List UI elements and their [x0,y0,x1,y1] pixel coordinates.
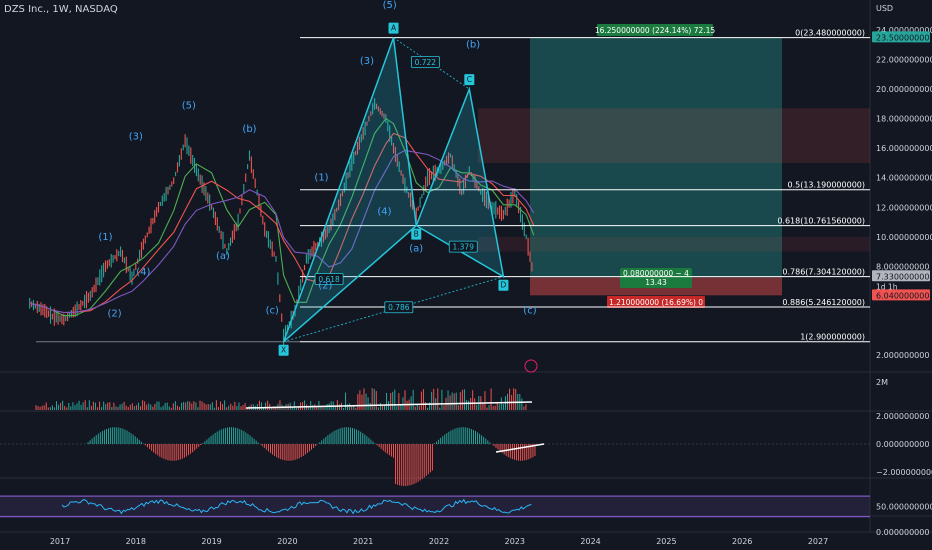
profit-label-box [597,24,713,36]
pattern-ratio-label: 0.722 [415,58,437,67]
position-mid-line2: 13.43 [645,278,667,287]
rsi-band [0,496,870,517]
price-tick: 10.000000000 [876,233,932,242]
price-tick: 14.000000000 [876,174,932,183]
profit-zone[interactable] [530,37,782,278]
fib-level-label: 0.786(7.304120000) [782,268,865,277]
lightning-icon[interactable] [524,359,538,373]
wave-label: (3) [129,131,143,142]
pattern-point-label: C [467,75,472,84]
price-tick: 2.000000000 [876,351,929,360]
wave-label: (1) [314,173,328,184]
price-badge-label: 23.500000000 [876,33,932,42]
time-tick: 2020 [277,537,297,546]
macd-tick: 2.000000000 [876,412,929,421]
price-tick: 16.000000000 [876,144,932,153]
time-tick: 2022 [429,537,449,546]
time-tick: 2018 [126,537,146,546]
price-badge [872,31,930,43]
wave-label: (1) [98,232,112,243]
pattern-point-label: A [391,24,397,33]
macd-tick: 0.000000000 [876,440,929,449]
price-badge-label: 6.040000000 [876,291,929,300]
resistance-zone [478,108,870,163]
position-mid-box [620,268,692,288]
price-tick: 8.000000000 [876,262,929,271]
wave-label: (5) [182,100,196,111]
wave-label: (b) [242,124,256,135]
wave-label: (a) [409,244,423,255]
pattern-ratio-label: 0.618 [318,275,340,284]
fib-level-label: 1(2.900000000) [800,333,865,342]
rsi-tick: 0.000000000 [876,528,929,537]
price-tick: 22.000000000 [876,56,932,65]
fib-level-label: 0(23.480000000) [795,29,865,38]
fib-level-label: 0.5(13.190000000) [788,181,866,190]
currency-label: USD [876,4,894,13]
pattern-ratio-box [448,240,478,253]
pattern-bd [416,225,504,278]
wave-label: (a) [216,251,230,262]
pattern-point-x[interactable] [278,344,289,356]
macd-trendline[interactable] [495,443,545,453]
wave-label: (2) [318,281,332,292]
time-tick: 2024 [580,537,600,546]
pattern-point-c[interactable] [464,74,475,86]
price-tick: 20.000000000 [876,85,932,94]
wave-label: (b) [466,40,480,51]
wave-label: (3) [360,56,374,67]
pattern-xab[interactable] [282,37,418,343]
price-tick: 18.000000000 [876,115,932,124]
pattern-ratio-box [384,301,414,314]
volume-axis-label: 2M [876,378,888,387]
time-tick: 2027 [808,537,828,546]
loss-label-box [607,296,705,308]
price-badge-sub: 1d 1h [876,282,898,291]
wave-label: (4) [136,267,150,278]
pattern-ratio-label: 1.379 [453,243,475,252]
loss-label: 1.210000000 (16.69%) 0 [609,298,703,307]
wave-label: (5) [383,0,397,11]
support-zone [478,236,870,252]
pattern-ratio-box [410,56,440,68]
pattern-point-d[interactable] [498,279,509,291]
time-tick: 2019 [201,537,221,546]
fib-level-label: 0.618(10.761560000) [777,217,865,226]
rsi-line [61,498,532,515]
price-tick: 12.000000000 [876,203,932,212]
volume-trendline[interactable] [245,401,533,409]
time-tick: 2017 [50,537,70,546]
wave-label: (4) [377,207,391,218]
pattern-ratio-box [314,273,344,286]
moving-average-fast [29,117,535,317]
pattern-ratio-label: 0.786 [388,303,410,312]
pattern-point-b[interactable] [411,228,422,240]
wave-label: (c) [523,306,536,317]
price-tick: 24.000000000 [876,26,932,35]
price-badge-label: 7.330000000 [876,272,929,281]
moving-average-slow [29,149,535,314]
price-badge [872,270,930,282]
pattern-point-label: X [281,346,286,355]
pattern-point-a[interactable] [388,22,399,34]
price-badge [872,289,930,301]
time-tick: 2026 [732,537,752,546]
macd-tick: −2.000000000 [876,468,932,477]
moving-average-mid [29,132,535,314]
pattern-point-label: B [414,230,419,239]
rsi-tick: 50.000000000 [876,502,932,511]
profit-label: 16.250000000 (224.14%) 72.15 [595,26,716,35]
fib-level-label: 0.886(5.246120000) [782,298,865,307]
position-mid-line1: 0.080000000 ~ 4 [623,269,689,278]
wave-label: (c) [266,306,279,317]
chart-title: DZS Inc., 1W, NASDAQ [4,4,118,15]
time-tick: 2021 [353,537,373,546]
wave-label: (2) [107,309,121,320]
time-tick: 2025 [656,537,676,546]
pattern-point-label: D [501,281,507,290]
time-tick: 2023 [505,537,525,546]
